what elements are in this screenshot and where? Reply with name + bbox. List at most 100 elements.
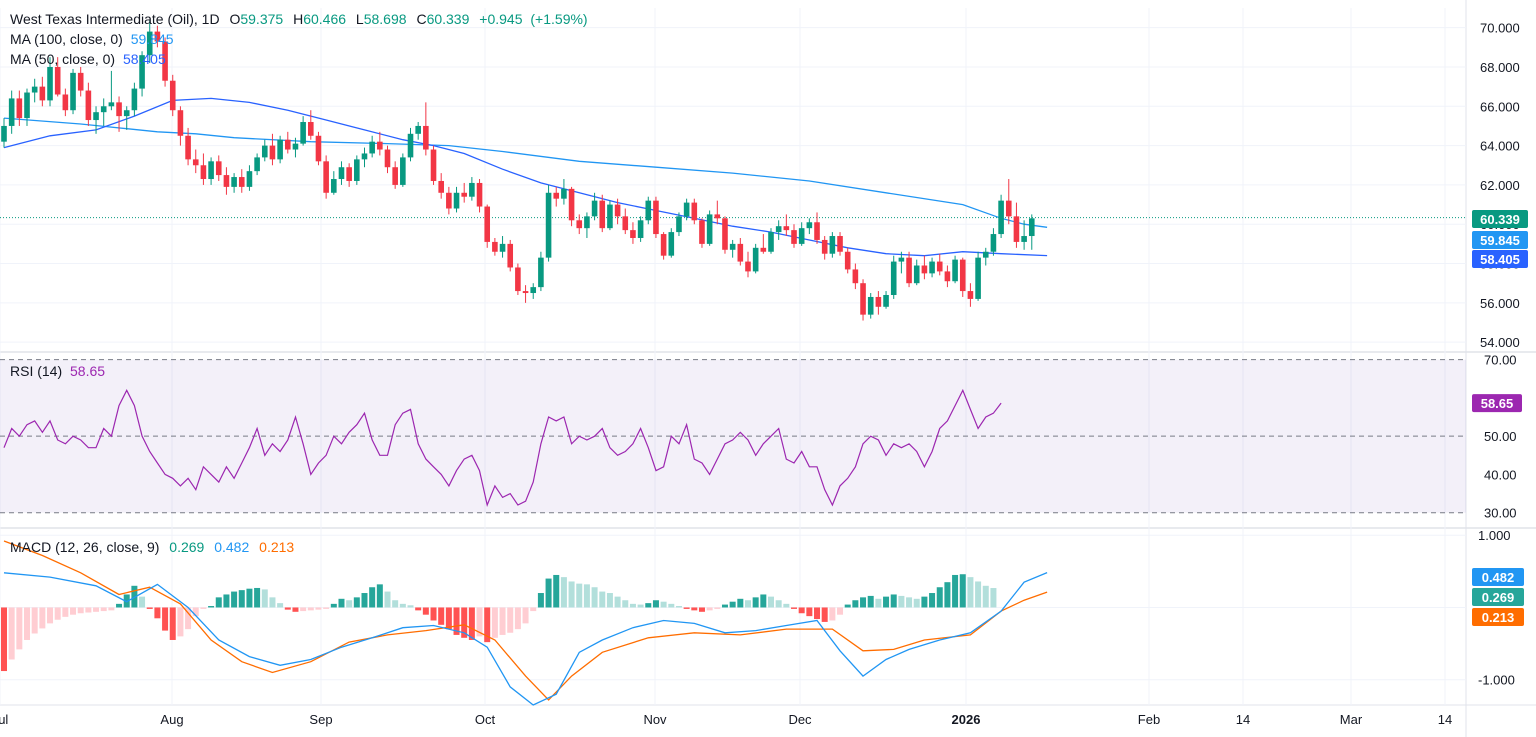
- candle-body: [1013, 216, 1020, 242]
- macd-hist-bar: [8, 607, 15, 660]
- interval-label[interactable]: 1D: [201, 11, 220, 27]
- candle-body: [568, 188, 575, 221]
- macd-hist-bar: [637, 604, 644, 608]
- candle-body: [200, 165, 207, 180]
- candle-body: [584, 216, 590, 229]
- macd-hist-bar: [622, 600, 629, 608]
- ma50-legend[interactable]: MA (50, close, 0) 58.405: [10, 51, 166, 67]
- candle-body: [77, 72, 84, 91]
- macd-hist-bar: [100, 607, 107, 612]
- candle-body: [231, 177, 237, 187]
- price-badge-ma50: [1472, 250, 1528, 268]
- x-tick-label: Dec: [788, 712, 812, 727]
- macd-hist-bar: [952, 574, 959, 608]
- candle-body: [47, 66, 53, 101]
- macd-hist-bar: [399, 603, 406, 608]
- macd-hist-bar: [883, 596, 890, 608]
- candle-body: [607, 204, 613, 229]
- macd-line-legend-value: 0.482: [214, 539, 250, 555]
- macd-hist-bar: [599, 591, 606, 608]
- candle-body: [246, 171, 253, 187]
- candle-body: [323, 161, 329, 193]
- macd-hist-bar: [645, 603, 652, 608]
- candle-body: [492, 241, 498, 252]
- macd-hist-bar: [660, 601, 667, 608]
- macd-hist-bar: [530, 607, 537, 612]
- macd-hist-bar: [361, 593, 368, 608]
- candle-body: [752, 247, 759, 272]
- macd-hist-bar: [959, 574, 966, 608]
- candle-body: [284, 139, 291, 150]
- macd-tick-label: -1.000: [1478, 673, 1515, 688]
- rsi-tick-label: 50.00: [1484, 429, 1517, 444]
- rsi-tick-label: 40.00: [1484, 467, 1517, 482]
- macd-hist-bar: [491, 607, 498, 638]
- macd-hist-bar: [346, 600, 353, 608]
- symbol-name[interactable]: West Texas Intermediate (Oil): [10, 11, 194, 27]
- candle-body: [208, 161, 214, 180]
- candle-body: [238, 177, 245, 187]
- macd-hist-bar: [300, 607, 307, 612]
- candle-body: [430, 149, 437, 181]
- candle-body: [476, 182, 483, 207]
- macd-hist-bar: [921, 596, 928, 608]
- macd-hist-bar: [683, 607, 690, 609]
- rsi-label: RSI (14): [10, 363, 63, 379]
- ma100-legend[interactable]: MA (100, close, 0) 59.845: [10, 31, 174, 47]
- macd-hist-bar: [545, 578, 552, 608]
- candle-body: [622, 216, 629, 231]
- candle-body: [645, 200, 652, 221]
- rsi-tick-label: 30.00: [1484, 506, 1517, 521]
- close-value: 60.339: [426, 11, 470, 27]
- macd-hist-bar: [553, 574, 560, 608]
- candle-body: [261, 145, 268, 158]
- candle-body: [400, 157, 406, 185]
- macd-hist-bar: [944, 582, 951, 608]
- candle-body: [691, 202, 698, 221]
- macd-hist-bar: [315, 607, 322, 610]
- candle-body: [699, 220, 705, 244]
- candle-body: [867, 296, 874, 315]
- macd-hist-bar: [691, 607, 698, 611]
- macd-hist-bar: [936, 587, 943, 608]
- macd-hist-bar: [392, 600, 399, 608]
- macd-hist-bar: [814, 607, 821, 620]
- x-tick-label: Feb: [1138, 712, 1160, 727]
- macd-hist-bar: [246, 588, 253, 608]
- candle-body: [131, 88, 138, 111]
- candle-body: [446, 192, 452, 209]
- macd-hist-bar: [982, 585, 989, 608]
- macd-hist-bar: [906, 597, 913, 608]
- macd-hist-bar: [737, 598, 744, 608]
- candle-body: [177, 110, 184, 136]
- macd-hist-bar: [560, 577, 567, 608]
- macd-hist-bar: [162, 607, 169, 631]
- macd-hist-bar: [537, 593, 544, 608]
- candle-body: [100, 106, 107, 113]
- open-value: 59.375: [240, 11, 284, 27]
- macd-hist-bar: [369, 587, 376, 608]
- candle-body: [499, 243, 506, 252]
- candle-body: [8, 98, 15, 126]
- macd-hist-bar: [714, 607, 721, 609]
- candle-body: [760, 247, 767, 252]
- x-tick-label: Jul: [0, 712, 8, 727]
- macd-hist-bar: [875, 598, 882, 608]
- candle-body: [1005, 200, 1012, 217]
- candle-body: [139, 55, 145, 89]
- macd-legend[interactable]: MACD (12, 26, close, 9) 0.269 0.482 0.21…: [10, 539, 294, 555]
- macd-hist-bar: [254, 587, 261, 608]
- macd-hist-bar: [154, 607, 161, 619]
- x-tick-label: 14: [1438, 712, 1452, 727]
- macd-hist-bar: [169, 607, 176, 640]
- candle-body: [806, 222, 813, 229]
- ma50-value: 58.405: [122, 51, 166, 67]
- macd-hist-bar: [514, 607, 521, 630]
- candle-body: [192, 159, 199, 166]
- rsi-legend[interactable]: RSI (14) 58.65: [10, 363, 105, 379]
- macd-hist-bar: [422, 607, 429, 615]
- change-percent: (+1.59%): [530, 11, 588, 27]
- macd-hist-bar: [507, 607, 514, 633]
- macd-hist-bar: [898, 595, 905, 608]
